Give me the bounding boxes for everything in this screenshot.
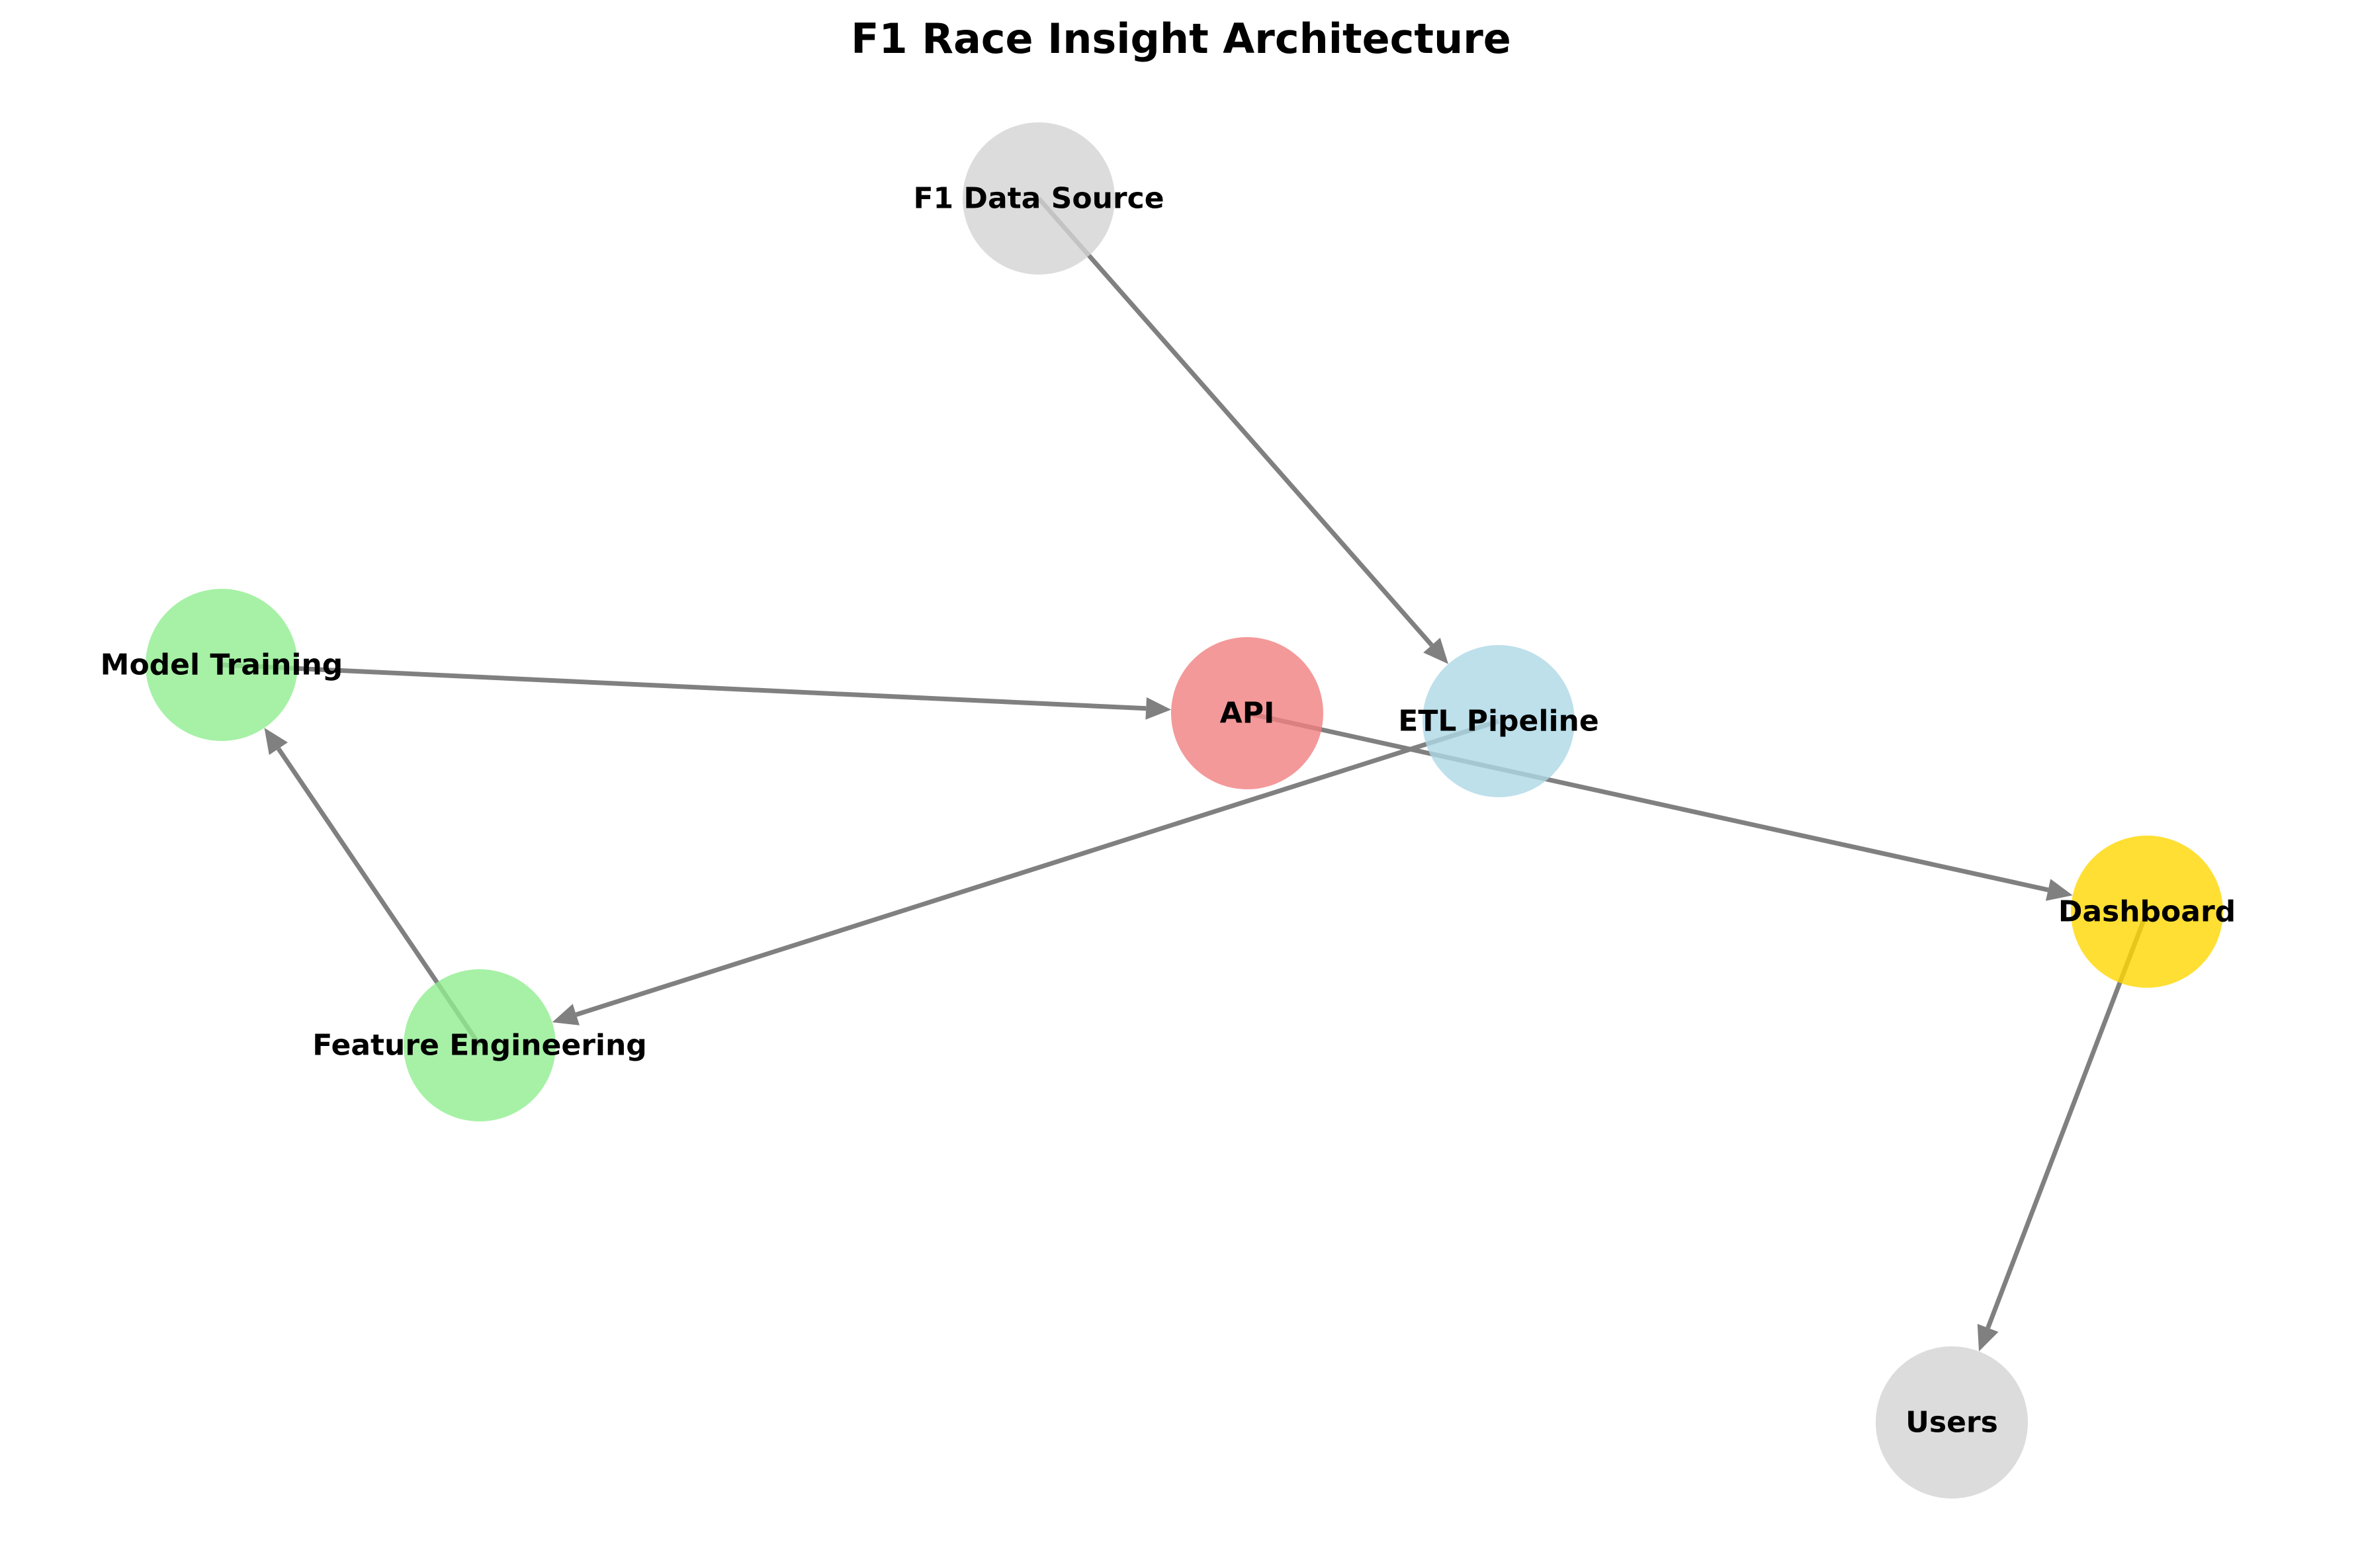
node-circle <box>1171 637 1323 789</box>
arrow-head-icon <box>552 1004 580 1025</box>
node-etl-pipeline: ETL Pipeline <box>1398 645 1599 797</box>
node-label: F1 Data Source <box>913 182 1164 216</box>
arrow-head-icon <box>1423 637 1449 664</box>
node-label: Feature Engineering <box>312 1029 647 1063</box>
node-label: Dashboard <box>2058 895 2236 929</box>
node-circle <box>146 589 298 741</box>
edge-etl-pipeline-to-feature-engineering <box>552 719 1500 1025</box>
node-f1-data-source: F1 Data Source <box>913 122 1164 275</box>
edge-api-to-dashboard <box>1247 711 2073 901</box>
node-label: ETL Pipeline <box>1398 705 1598 738</box>
node-users: Users <box>1876 1346 2028 1499</box>
node-feature-engineering: Feature Engineering <box>312 969 647 1121</box>
edge-line <box>221 662 1147 711</box>
arrow-head-icon <box>264 728 288 756</box>
node-dashboard: Dashboard <box>2058 836 2236 988</box>
arrow-head-icon <box>1145 697 1172 720</box>
edges-layer <box>221 196 2150 1352</box>
node-circle <box>2071 836 2223 988</box>
edge-line <box>1037 196 1434 647</box>
node-circle <box>1422 645 1575 797</box>
node-model-training: Model Training <box>101 589 343 741</box>
edge-line <box>575 719 1500 1017</box>
edge-line <box>1247 711 2049 893</box>
node-circle <box>1876 1346 2028 1499</box>
nodes-layer: F1 Data Source ETL Pipeline API Model Train… <box>101 122 2236 1499</box>
node-label: Model Training <box>101 648 343 682</box>
node-label: Users <box>1905 1406 1998 1440</box>
node-circle <box>963 122 1115 275</box>
diagram-title: F1 Race Insight Architecture <box>851 15 1511 63</box>
node-label: API <box>1220 697 1275 730</box>
arrow-head-icon <box>1977 1324 1999 1352</box>
edge-f1-data-source-to-etl-pipeline <box>1037 196 1449 664</box>
edge-model-training-to-api <box>221 662 1172 720</box>
node-circle <box>404 969 556 1121</box>
node-api: API <box>1171 637 1323 789</box>
arrow-head-icon <box>2045 879 2073 901</box>
